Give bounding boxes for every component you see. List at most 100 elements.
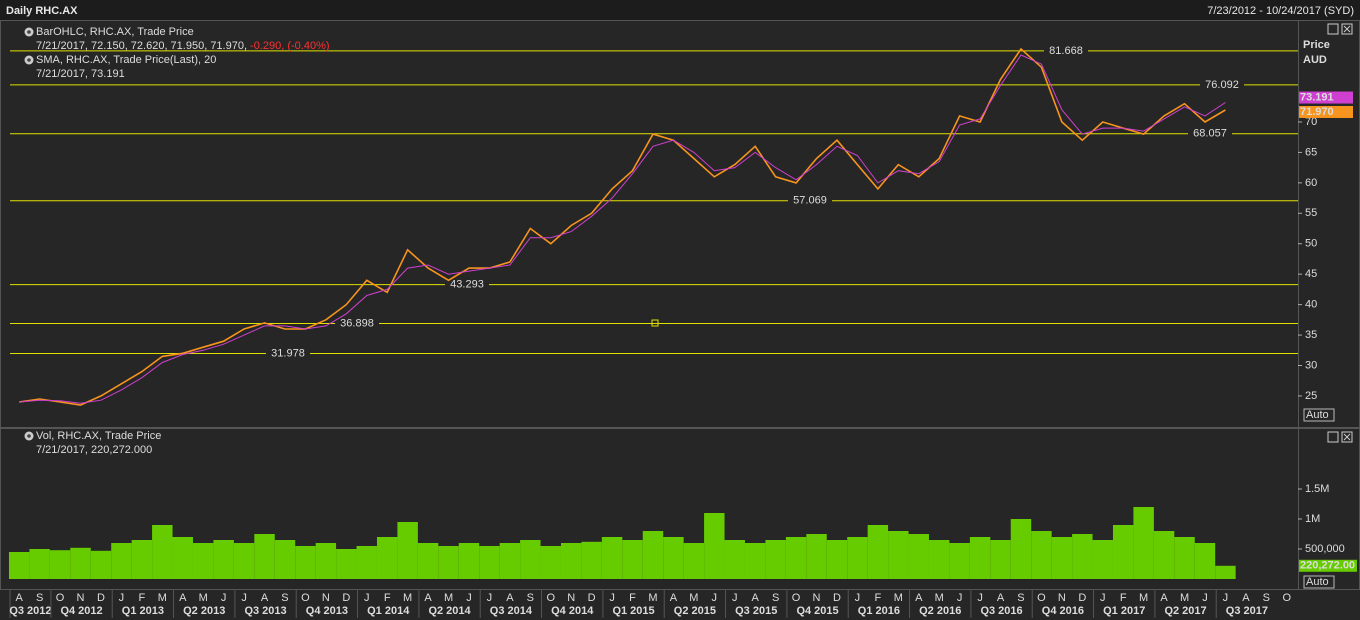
cursor-marker [651, 319, 659, 327]
volume-bar [397, 522, 418, 579]
x-tick-label: M [894, 592, 903, 604]
x-tick-label: M [403, 592, 412, 604]
x-tick-label: A [752, 592, 760, 604]
x-tick-label: N [322, 592, 330, 604]
quarter-label: Q3 2013 [244, 605, 286, 617]
volume-bar [1153, 531, 1175, 579]
close-button[interactable] [1341, 23, 1353, 35]
level-label-bg [788, 194, 832, 207]
volume-bar [254, 534, 275, 579]
y-tick-label: 55 [1305, 207, 1317, 219]
quarter-label: Q4 2013 [306, 605, 348, 617]
x-tick-label: S [527, 592, 534, 604]
level-label: 31.978 [271, 347, 305, 359]
x-tick-label: F [138, 592, 145, 604]
volume-bar [1051, 537, 1073, 579]
quarter-label: Q2 2017 [1164, 605, 1206, 617]
date-range: 7/23/2012 - 10/24/2017 (SYD) [1207, 5, 1354, 17]
maximize-button[interactable] [1327, 431, 1339, 443]
volume-bar [806, 534, 827, 579]
volume-bar [479, 546, 500, 579]
close-button[interactable] [1341, 431, 1353, 443]
level-label: 43.293 [450, 278, 484, 290]
volume-bar [295, 546, 316, 579]
x-tick-label: D [1078, 592, 1086, 604]
quarter-label: Q2 2015 [674, 605, 716, 617]
x-tick-label: J [487, 592, 493, 604]
y-tick-label: 60 [1305, 177, 1317, 189]
quarter-label: Q1 2015 [612, 605, 654, 617]
x-tick-label: S [1263, 592, 1270, 604]
volume-bar [1174, 537, 1195, 579]
volume-bar [315, 543, 337, 579]
level-label: 76.092 [1205, 79, 1239, 91]
volume-bar [192, 543, 214, 579]
x-tick-label: D [833, 592, 841, 604]
volume-bar [111, 543, 132, 579]
x-tick-label: A [506, 592, 514, 604]
volume-bar [356, 546, 377, 579]
x-tick-label: J [241, 592, 247, 604]
axis-title: AUD [1303, 54, 1327, 66]
volume-bar [867, 525, 889, 579]
y-tick-label: 70 [1305, 116, 1317, 128]
level-label: 68.057 [1193, 128, 1227, 140]
volume-bar [233, 543, 255, 579]
volume-bar [622, 540, 643, 579]
legend-detail: 7/21/2017, 73.191 [36, 68, 125, 80]
x-tick-label: O [1282, 592, 1291, 604]
x-tick-label: O [792, 592, 801, 604]
volume-bar [1010, 519, 1032, 579]
volume-bar [499, 543, 521, 579]
legend-values: 7/21/2017, 73.191 [36, 68, 125, 80]
scale-button[interactable] [1303, 408, 1335, 422]
quarter-label: Q2 2016 [919, 605, 961, 617]
volume-bar [683, 543, 705, 579]
x-tick-label: J [957, 592, 963, 604]
volume-bar [131, 540, 153, 579]
quarter-label: Q3 2015 [735, 605, 777, 617]
x-tick-label: M [158, 592, 167, 604]
legend-name: Vol, RHC.AX, Trade Price [36, 430, 161, 442]
x-tick-label: F [1120, 592, 1127, 604]
quarter-label: Q2 2014 [428, 605, 471, 617]
x-tick-label: N [77, 592, 85, 604]
volume-bar [49, 550, 71, 579]
x-tick-label: F [874, 592, 881, 604]
volume-bar [8, 552, 30, 579]
y-tick-label: 1M [1305, 513, 1320, 525]
x-tick-label: J [732, 592, 738, 604]
panel-buttons[interactable] [1327, 23, 1353, 443]
close-icon [1343, 25, 1351, 33]
x-tick-label: A [670, 592, 678, 604]
x-tick-label: N [813, 592, 821, 604]
level-label: 81.668 [1049, 45, 1083, 57]
x-tick-label: A [179, 592, 187, 604]
y-tick-label: 35 [1305, 329, 1317, 341]
last-value-tag [1299, 105, 1353, 118]
maximize-button[interactable] [1327, 23, 1339, 35]
x-tick-label: J [119, 592, 125, 604]
x-tick-label: O [1037, 592, 1046, 604]
x-tick-label: M [1180, 592, 1189, 604]
x-tick-label: D [97, 592, 105, 604]
volume-bar [908, 534, 929, 579]
last-value-tag [1299, 91, 1353, 104]
quarter-label: Q4 2012 [60, 605, 102, 617]
x-tick-label: D [342, 592, 350, 604]
x-tick-label: A [261, 592, 269, 604]
last-value-label: 73.191 [1300, 91, 1334, 103]
x-tick-label: N [1058, 592, 1066, 604]
level-label-bg [1188, 127, 1232, 140]
volume-bar [704, 513, 725, 579]
scale-button[interactable] [1303, 575, 1335, 589]
title-bar [0, 0, 1360, 20]
volume-bar [90, 550, 112, 579]
level-label-bg [335, 317, 379, 330]
x-tick-label: J [712, 592, 718, 604]
last-value-tag [1299, 559, 1357, 572]
legend-values: 7/21/2017, 220,272.000 [36, 444, 152, 456]
level-label-bg [1044, 44, 1088, 57]
